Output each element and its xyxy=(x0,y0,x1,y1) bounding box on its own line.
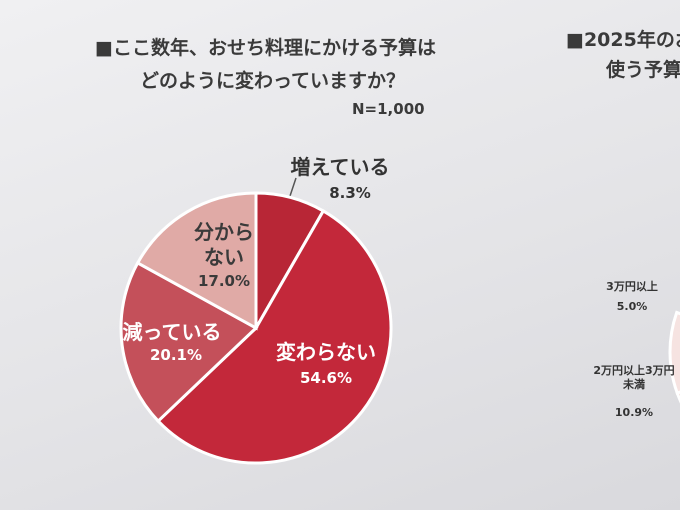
value-label: 54.6% xyxy=(299,369,353,387)
value-label: 10.9% xyxy=(614,406,654,419)
value-label: 8.3% xyxy=(329,184,371,202)
slice-label: 増えている xyxy=(290,155,390,179)
value-label: 17.0% xyxy=(197,272,251,290)
value-label: 20.1% xyxy=(149,346,203,364)
pie-slice xyxy=(156,208,393,465)
slice-label: 変わらない xyxy=(276,340,376,364)
pie-slice xyxy=(119,260,259,424)
chart-subtitle: N=1,000 xyxy=(352,100,425,118)
chart-title: ■ここ数年、おせち料理にかける予算は xyxy=(95,37,436,59)
chart-title: ■2025年のお xyxy=(566,29,680,51)
chart-title: どのように変わっていますか？ xyxy=(140,70,406,92)
leader-line xyxy=(289,177,297,197)
value-label: 5.0% xyxy=(616,300,648,313)
chart-title: 使う予算 xyxy=(606,59,680,81)
slice-label: 2万円以上3万円未満 xyxy=(593,364,675,391)
slice-label: 3万円以上 xyxy=(606,280,658,293)
pie-slice xyxy=(135,191,258,331)
pie-slice xyxy=(668,310,680,395)
slice-label: 分からない xyxy=(194,220,254,269)
slice-label: 減っている xyxy=(122,320,222,344)
